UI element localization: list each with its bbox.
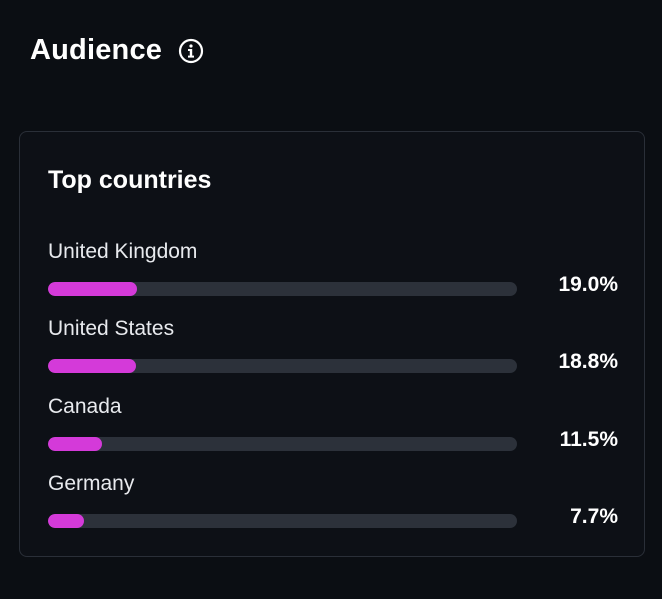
country-row-united-kingdom: United Kingdom 19.0%	[48, 240, 618, 300]
country-percentage: 18.8%	[558, 350, 618, 373]
progress-track	[48, 437, 517, 451]
progress-fill	[48, 437, 102, 451]
progress-fill	[48, 514, 85, 528]
country-name: United States	[48, 317, 175, 340]
page-title: Audience	[30, 34, 163, 66]
progress-track	[48, 359, 517, 373]
info-icon[interactable]	[178, 38, 204, 64]
progress-track	[48, 282, 517, 296]
country-name: United Kingdom	[48, 240, 198, 263]
progress-fill	[48, 282, 138, 296]
country-row-united-states: United States 18.8%	[48, 317, 618, 377]
audience-header: Audience	[30, 34, 204, 67]
progress-track	[48, 514, 517, 528]
top-countries-card: Top countries United Kingdom 19.0% Unite…	[19, 131, 645, 557]
country-row-canada: Canada 11.5%	[48, 395, 618, 455]
country-percentage: 19.0%	[558, 273, 618, 296]
country-name: Canada	[48, 395, 122, 418]
country-percentage: 7.7%	[570, 505, 618, 528]
country-name: Germany	[48, 472, 135, 495]
info-icon-graphic	[179, 38, 204, 63]
country-percentage: 11.5%	[559, 428, 618, 451]
progress-fill	[48, 359, 137, 373]
card-title: Top countries	[48, 166, 212, 194]
country-row-germany: Germany 7.7%	[48, 472, 618, 532]
